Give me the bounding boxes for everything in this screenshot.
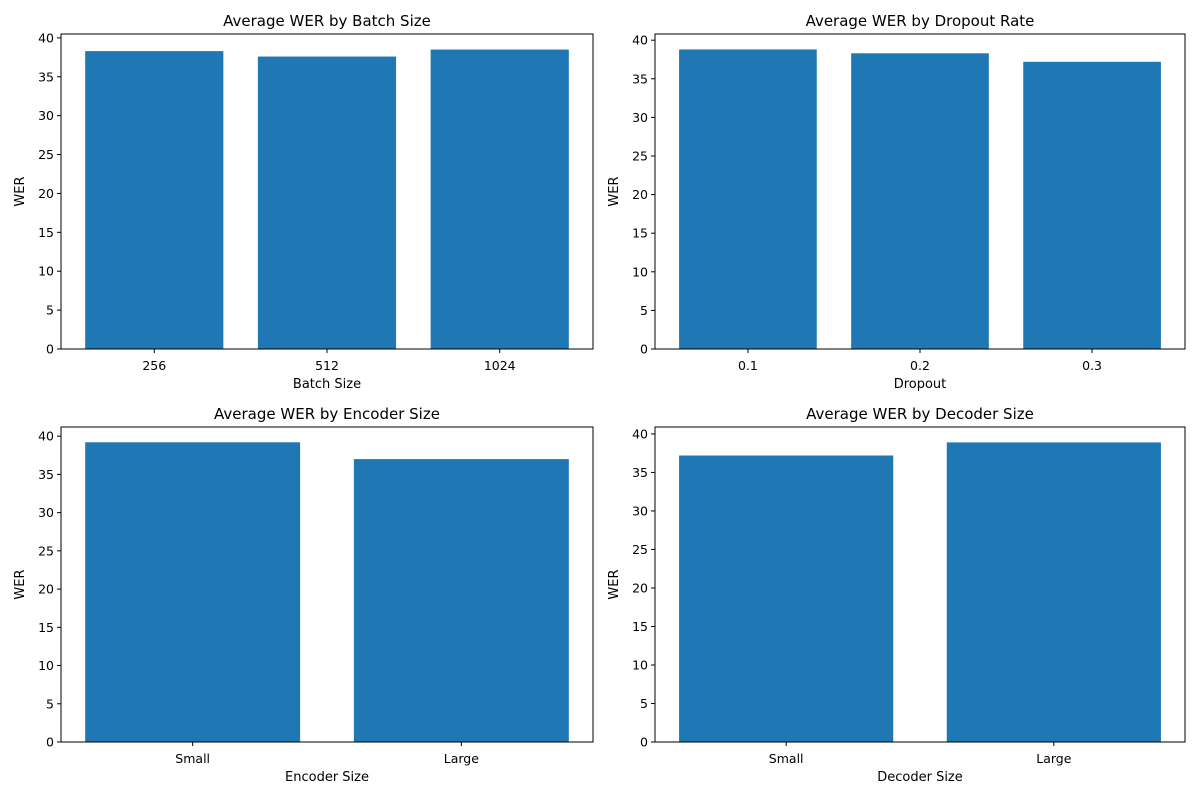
y-tick-label: 5 — [46, 303, 54, 318]
y-tick-label: 20 — [38, 186, 54, 201]
chart-title: Average WER by Dropout Rate — [806, 12, 1035, 30]
y-tick-label: 5 — [640, 696, 648, 711]
y-tick-label: 40 — [632, 33, 648, 48]
y-axis-label: WER — [13, 569, 28, 599]
axes-frame — [654, 426, 1186, 743]
y-tick-label: 10 — [632, 657, 648, 672]
x-tick-label: 0.3 — [1082, 358, 1102, 373]
chart-panel-2: 0 5 10 15 20 25 30 35 40 Small Large Average WER by… — [13, 405, 594, 785]
x-tick-label: Large — [444, 751, 479, 766]
x-tick-label: 0.1 — [738, 358, 758, 373]
y-tick-label: 20 — [632, 580, 648, 595]
y-tick-label: 25 — [632, 542, 648, 557]
y-tick-label: 35 — [632, 71, 648, 86]
y-tick-label: 35 — [38, 467, 54, 482]
y-tick-label: 15 — [38, 225, 54, 240]
y-tick-label: 15 — [38, 620, 54, 635]
bar-0.2 — [851, 53, 989, 350]
y-tick-label: 20 — [38, 582, 54, 597]
y-tick-label: 0 — [46, 342, 54, 357]
x-tick-label: 1024 — [484, 358, 516, 373]
y-axis-label: WER — [13, 176, 28, 206]
y-tick-label: 0 — [640, 735, 648, 750]
axes-frame — [60, 426, 594, 743]
bar-Small — [679, 455, 894, 742]
y-tick-label: 0 — [46, 735, 54, 750]
y-axis-label: WER — [607, 569, 622, 599]
bar-0.3 — [1023, 61, 1161, 349]
x-tick-label: Small — [769, 751, 804, 766]
y-tick-label: 10 — [38, 658, 54, 673]
bar-Large — [353, 459, 569, 742]
x-tick-label: 512 — [315, 358, 339, 373]
y-tick-label: 35 — [632, 465, 648, 480]
y-tick-label: 15 — [632, 619, 648, 634]
y-tick-label: 15 — [632, 226, 648, 241]
chart-title: Average WER by Encoder Size — [214, 405, 440, 423]
y-tick-label: 30 — [632, 110, 648, 125]
y-tick-label: 5 — [46, 696, 54, 711]
chart-title: Average WER by Decoder Size — [806, 405, 1034, 423]
y-tick-label: 10 — [632, 264, 648, 279]
chart-panel-3: 0 5 10 15 20 25 30 35 40 Small Large Average WER by… — [607, 405, 1186, 785]
chart-panel-0: 0 5 10 15 20 25 30 35 40 256 512 1024 Average WER by… — [13, 12, 594, 392]
x-axis-label: Dropout — [894, 377, 947, 392]
bar-512 — [257, 56, 397, 350]
x-axis-label: Batch Size — [293, 377, 361, 392]
y-tick-label: 25 — [632, 148, 648, 163]
bar-0.1 — [679, 49, 817, 349]
bar-256 — [85, 51, 224, 350]
y-tick-label: 5 — [640, 303, 648, 318]
bar-Small — [85, 442, 301, 742]
y-tick-label: 40 — [38, 429, 54, 444]
chart-title: Average WER by Batch Size — [223, 12, 431, 30]
y-axis-label: WER — [607, 176, 622, 206]
x-tick-label: 256 — [142, 358, 166, 373]
y-tick-label: 25 — [38, 543, 54, 558]
y-tick-label: 20 — [632, 187, 648, 202]
y-tick-label: 40 — [38, 30, 54, 45]
x-tick-label: 0.2 — [910, 358, 930, 373]
y-tick-label: 40 — [632, 426, 648, 441]
x-axis-label: Encoder Size — [285, 770, 369, 785]
x-tick-label: Large — [1036, 751, 1071, 766]
y-tick-label: 25 — [38, 147, 54, 162]
chart-panel-1: 0 5 10 15 20 25 30 35 40 0.1 0.2 0.3 Average WER by … — [607, 12, 1186, 392]
y-tick-label: 0 — [640, 342, 648, 357]
bar-Large — [946, 442, 1161, 742]
y-tick-label: 35 — [38, 69, 54, 84]
y-tick-label: 30 — [38, 108, 54, 123]
y-tick-label: 30 — [38, 505, 54, 520]
y-tick-label: 10 — [38, 264, 54, 279]
x-tick-label: Small — [175, 751, 210, 766]
y-tick-label: 30 — [632, 503, 648, 518]
bar-1024 — [430, 49, 569, 350]
x-axis-label: Decoder Size — [877, 770, 963, 785]
